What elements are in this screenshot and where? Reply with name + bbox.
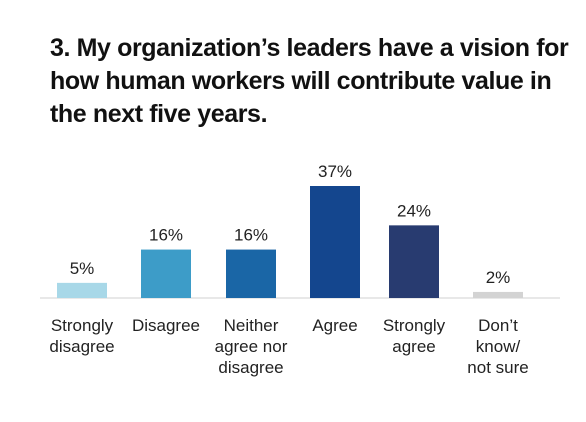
- category-label-4: Strongly agree: [383, 316, 446, 356]
- category-label-1: Disagree: [132, 316, 200, 335]
- bar-5: [473, 291, 523, 298]
- category-label-3: Agree: [312, 316, 357, 335]
- value-label-5: 2%: [486, 268, 511, 287]
- bar-4: [389, 225, 439, 298]
- bar-0: [57, 282, 107, 298]
- bar-1: [141, 249, 191, 298]
- value-label-3: 37%: [318, 162, 352, 181]
- category-label-5: Don’t know/not sure: [467, 316, 528, 377]
- chart-title: 3. My organization’s leaders have a visi…: [50, 34, 569, 128]
- value-label-4: 24%: [397, 201, 431, 220]
- value-label-1: 16%: [149, 226, 183, 245]
- category-label-0: Strongly disagree: [49, 316, 114, 356]
- bar-3: [310, 186, 360, 298]
- category-label-2: Neither agree nor disagree: [215, 316, 288, 377]
- value-label-0: 5%: [70, 259, 95, 278]
- bar-2: [226, 249, 276, 298]
- value-label-2: 16%: [234, 226, 268, 245]
